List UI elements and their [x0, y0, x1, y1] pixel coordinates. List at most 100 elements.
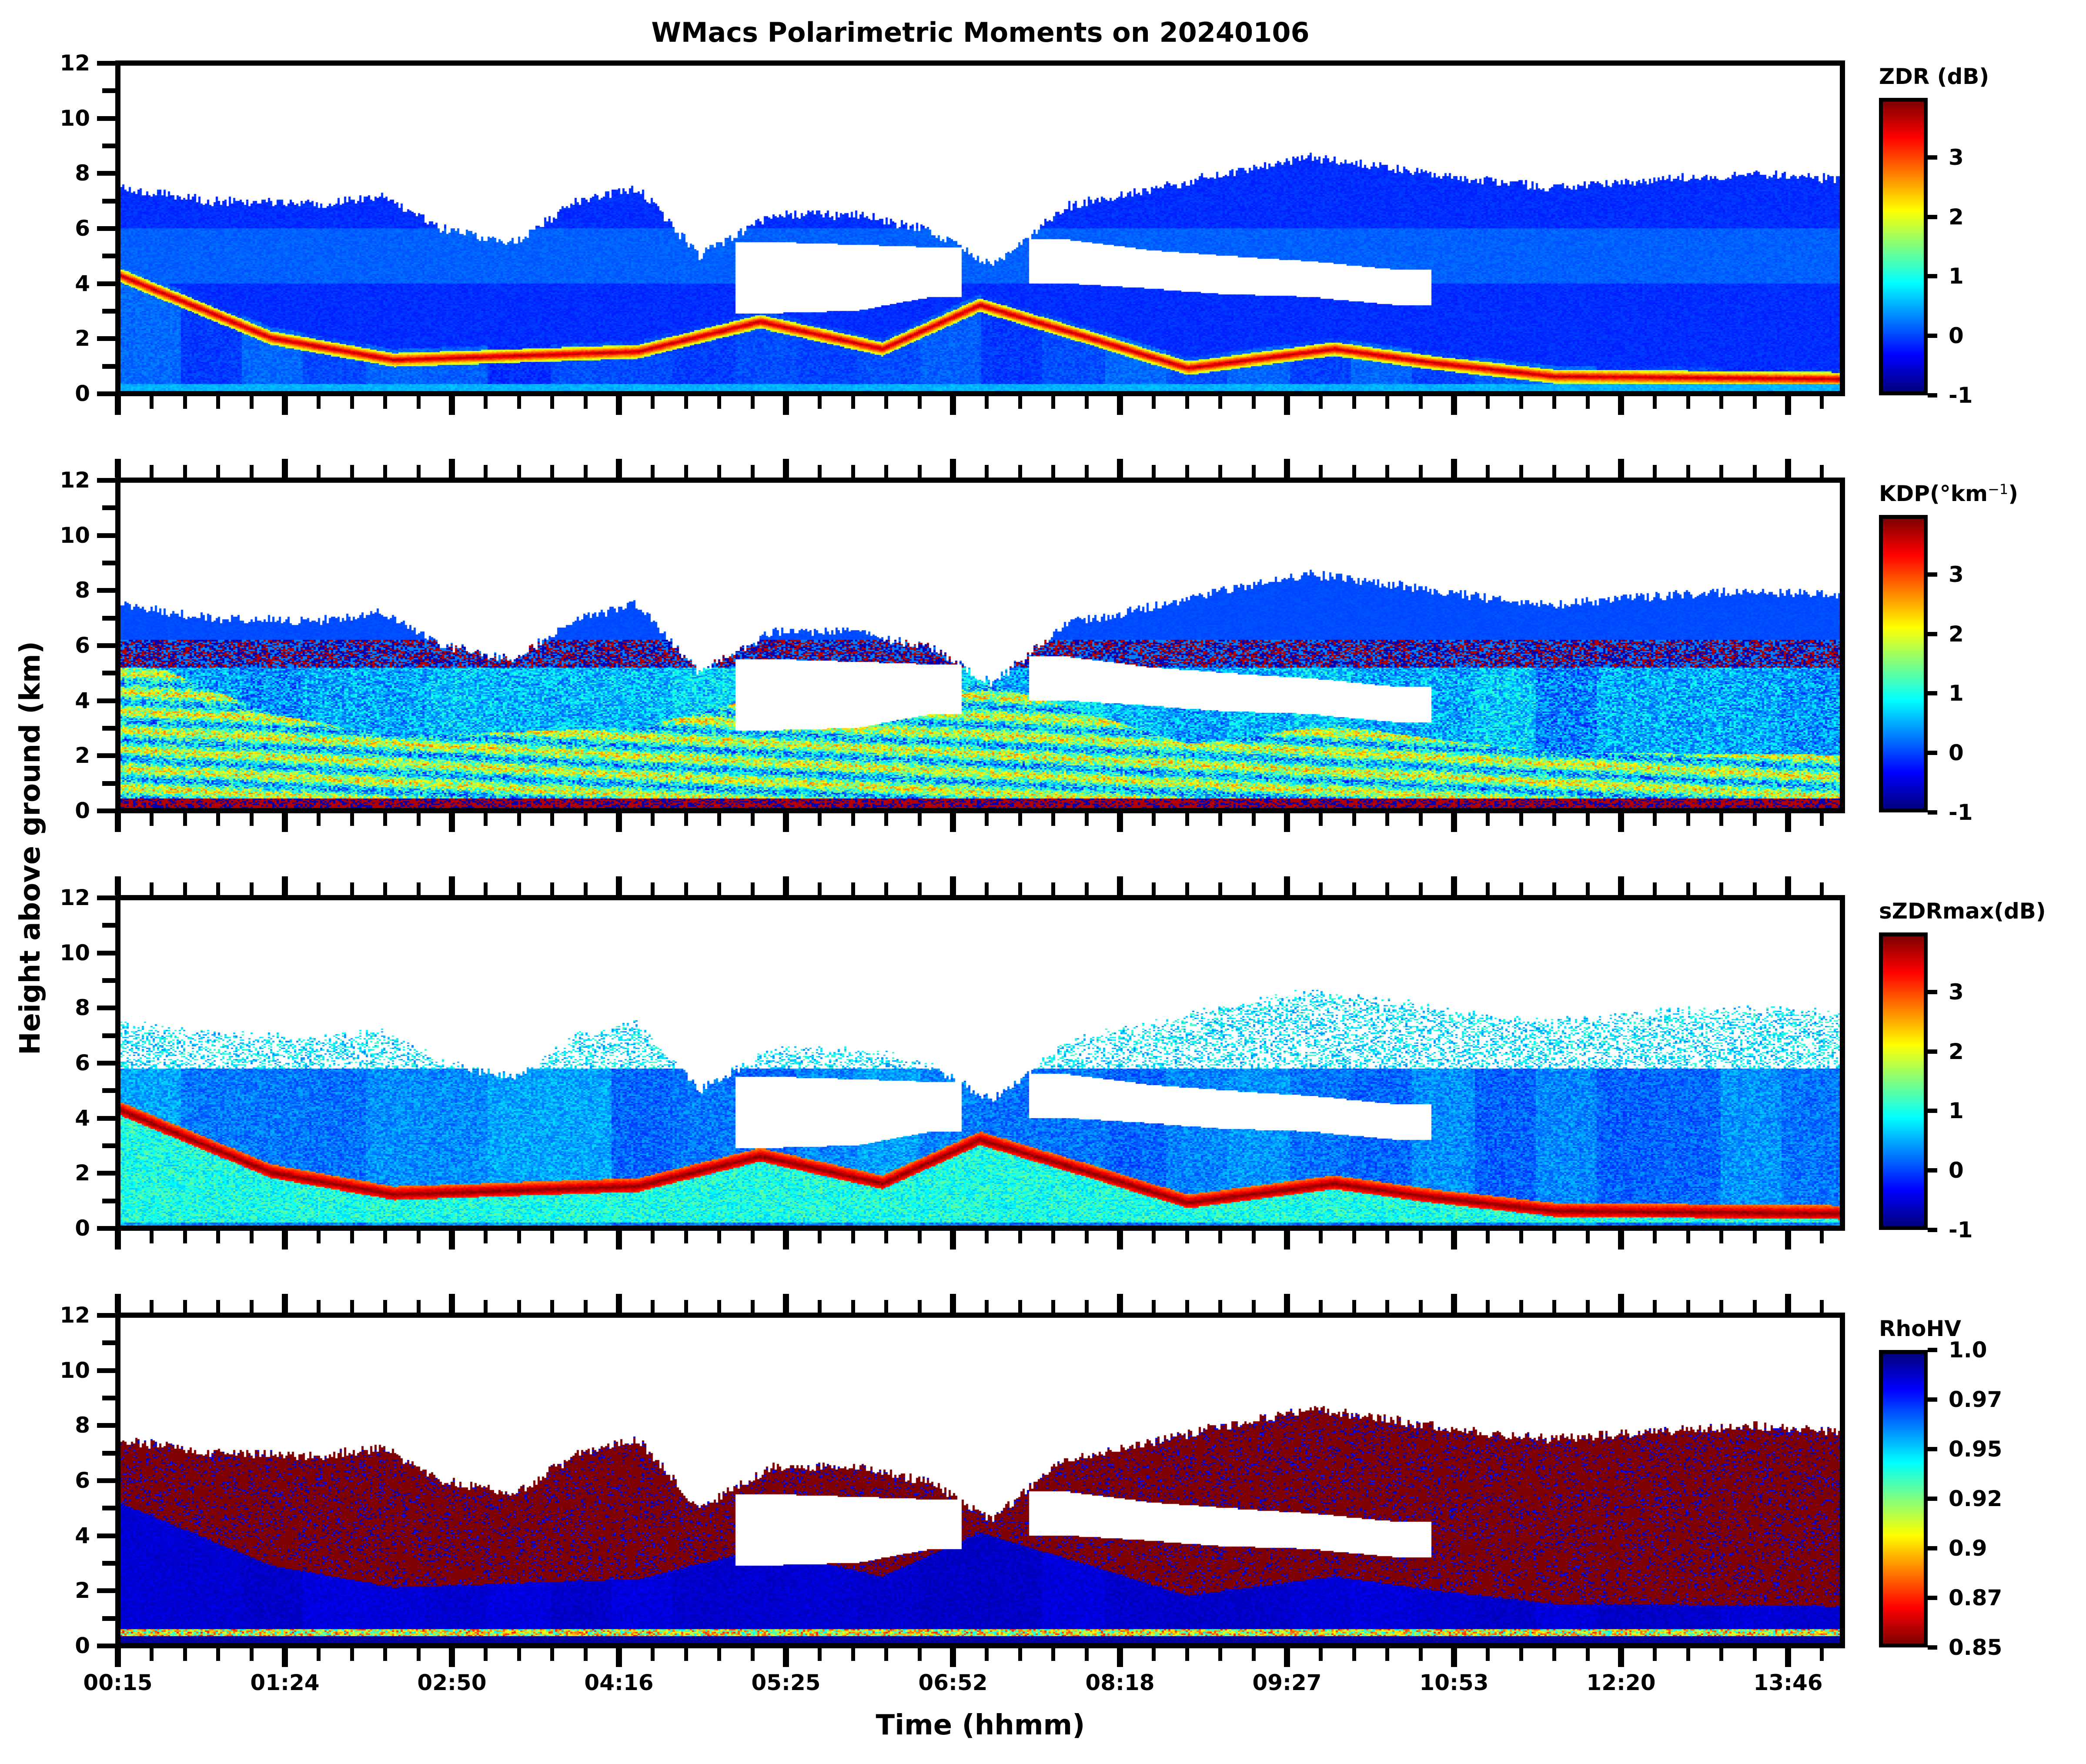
x-minor-tick — [1652, 1300, 1657, 1313]
x-major-tick — [616, 1294, 622, 1313]
x-minor-tick — [851, 882, 855, 895]
x-minor-tick — [1652, 465, 1657, 478]
y-tick-label: 10 — [60, 105, 90, 131]
x-minor-tick — [650, 396, 655, 409]
x-major-tick — [1451, 813, 1457, 832]
x-major-tick — [1451, 1231, 1457, 1250]
x-tick-label: 12:20 — [1586, 1670, 1656, 1695]
x-minor-tick — [1419, 1300, 1423, 1313]
x-minor-tick — [884, 1231, 889, 1243]
x-minor-tick — [517, 1300, 521, 1313]
x-minor-tick — [1185, 465, 1189, 478]
x-minor-tick — [517, 465, 521, 478]
colorbar-tick — [1928, 1596, 1937, 1600]
x-minor-tick — [751, 396, 755, 409]
x-minor-tick — [1185, 1300, 1189, 1313]
x-major-tick — [282, 1231, 288, 1250]
x-minor-tick — [149, 882, 154, 895]
y-major-tick — [97, 753, 115, 758]
colorbar-tick-label: 0.95 — [1949, 1437, 2002, 1462]
x-minor-tick — [149, 1648, 154, 1661]
x-minor-tick — [149, 1300, 154, 1313]
x-minor-tick — [417, 1648, 421, 1661]
x-minor-tick — [1085, 1300, 1089, 1313]
y-major-tick — [97, 226, 115, 231]
x-major-tick — [783, 1294, 789, 1313]
x-minor-tick — [918, 1231, 922, 1243]
colorbar-tick-label: 0.92 — [1949, 1486, 2002, 1511]
y-major-tick — [97, 808, 115, 813]
x-minor-tick — [884, 1648, 889, 1661]
x-minor-tick — [517, 813, 521, 826]
x-minor-tick — [1018, 396, 1022, 409]
y-minor-tick — [102, 615, 115, 621]
x-minor-tick — [1419, 1648, 1423, 1661]
y-tick-label: 0 — [75, 1633, 90, 1658]
x-minor-tick — [383, 1231, 388, 1243]
colorbar-gradient — [1879, 932, 1928, 1230]
x-minor-tick — [1819, 465, 1824, 478]
x-minor-tick — [1218, 813, 1223, 826]
x-minor-tick — [1719, 813, 1724, 826]
y-tick-label: 6 — [75, 1468, 90, 1493]
colorbar-tick — [1928, 631, 1937, 636]
x-minor-tick — [1018, 1648, 1022, 1661]
x-minor-tick — [1018, 882, 1022, 895]
x-minor-tick — [1652, 813, 1657, 826]
y-major-tick — [97, 533, 115, 538]
x-minor-tick — [1318, 465, 1323, 478]
x-major-tick — [783, 396, 789, 415]
x-minor-tick — [851, 1300, 855, 1313]
x-tick-label: 02:50 — [417, 1670, 487, 1695]
x-minor-tick — [1318, 882, 1323, 895]
x-minor-tick — [350, 1648, 354, 1661]
colorbar-label-szdrmax: sZDRmax(dB) — [1879, 899, 2046, 924]
colorbar-tick-label: 0 — [1949, 323, 1964, 349]
x-major-tick — [950, 396, 956, 415]
x-minor-tick — [1586, 1300, 1590, 1313]
x-major-tick — [1117, 459, 1123, 478]
y-major-tick — [97, 1226, 115, 1231]
x-minor-tick — [1753, 813, 1757, 826]
x-minor-tick — [1419, 882, 1423, 895]
x-major-tick — [115, 813, 121, 832]
x-minor-tick — [183, 396, 187, 409]
colorbar-tick-label: 2 — [1949, 621, 1964, 647]
x-minor-tick — [1218, 465, 1223, 478]
x-minor-tick — [183, 1648, 187, 1661]
figure-title: WMacs Polarimetric Moments on 20240106 — [651, 17, 1310, 48]
y-major-tick — [97, 950, 115, 956]
x-major-tick — [1117, 1648, 1123, 1667]
x-minor-tick — [250, 813, 254, 826]
x-minor-tick — [1051, 1648, 1056, 1661]
colorbar-tick-label: 3 — [1949, 979, 1964, 1005]
x-minor-tick — [817, 1648, 822, 1661]
y-minor-tick — [102, 561, 115, 565]
x-minor-tick — [1151, 1648, 1156, 1661]
x-minor-tick — [1185, 882, 1189, 895]
x-tick-label: 08:18 — [1085, 1670, 1155, 1695]
panel-rhohv: 0 2 4 6 8 10 12 — [60, 1304, 1845, 1657]
x-minor-tick — [1719, 465, 1724, 478]
colorbar-tick — [1928, 1497, 1937, 1501]
colorbar-kdp: -1 0 1 2 3 — [1879, 515, 1973, 825]
colorbar-tick — [1928, 1397, 1937, 1402]
colorbar-tick-label: -1 — [1949, 1217, 1973, 1243]
y-tick-label: 12 — [60, 885, 90, 910]
x-major-tick — [1785, 1231, 1791, 1250]
colorbar-tick — [1928, 1168, 1937, 1173]
colorbar-tick-label: 0.85 — [1949, 1635, 2002, 1660]
x-minor-tick — [550, 396, 555, 409]
x-minor-tick — [1719, 396, 1724, 409]
colorbar-zdr: -1 0 1 2 3 — [1879, 98, 1973, 408]
colorbar-label-text: RhoHV — [1879, 1316, 1961, 1341]
y-tick-label: 10 — [60, 940, 90, 966]
x-major-tick — [449, 1231, 455, 1250]
x-minor-tick — [851, 465, 855, 478]
colorbar-tick — [1928, 334, 1937, 338]
x-minor-tick — [350, 396, 354, 409]
x-minor-tick — [851, 813, 855, 826]
x-minor-tick — [483, 396, 488, 409]
x-minor-tick — [417, 1231, 421, 1243]
colorbar-tick-label: 1 — [1949, 681, 1964, 706]
